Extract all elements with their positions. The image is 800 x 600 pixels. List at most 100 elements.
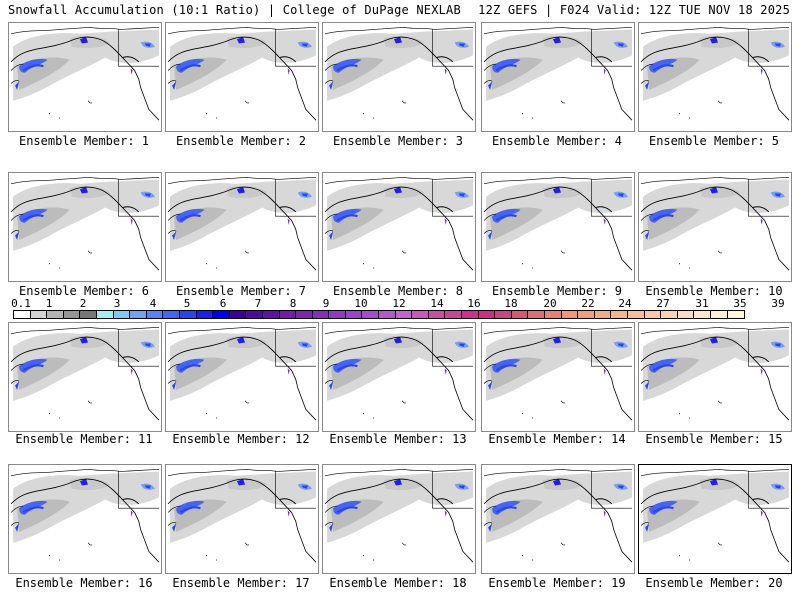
snowfall-map (482, 326, 634, 422)
ensemble-member-label: Ensemble Member: 16 (15, 576, 153, 590)
colorbar-swatch (395, 311, 413, 318)
colorbar-tick-label: 10 (354, 297, 368, 310)
colorbar-swatch (611, 311, 628, 318)
colorbar-swatch (296, 311, 313, 318)
colorbar-tick-label: 7 (254, 297, 262, 310)
model-run-info: 12Z GEFS | F024 Valid: 12Z TUE NOV 18 20… (478, 3, 790, 17)
colorbar-swatch (478, 311, 496, 318)
colorbar-tick-label: 4 (149, 297, 157, 310)
snowfall-map (166, 176, 318, 272)
ensemble-member-label: Ensemble Member: 2 (175, 134, 307, 148)
colorbar-tick-label: 20 (543, 297, 557, 310)
colorbar-swatch (412, 311, 429, 318)
colorbar-swatch (445, 311, 463, 318)
ensemble-member-label: Ensemble Member: 3 (332, 134, 464, 148)
snowfall-map (9, 468, 161, 564)
colorbar-swatch (30, 311, 48, 318)
ensemble-member-map-19 (481, 464, 635, 574)
ensemble-member-label: Ensemble Member: 13 (329, 432, 467, 446)
colorbar-swatch (661, 311, 678, 318)
colorbar-swatch (727, 311, 745, 318)
colorbar-swatch (329, 311, 346, 318)
ensemble-member-label: Ensemble Member: 5 (648, 134, 780, 148)
colorbar-swatch (561, 311, 579, 318)
colorbar-tick-label: 31 (695, 297, 709, 310)
snowfall-map (323, 468, 475, 564)
ensemble-member-label: Ensemble Member: 12 (172, 432, 310, 446)
snowfall-map (639, 468, 791, 564)
colorbar-tick-label: 27 (656, 297, 670, 310)
colorbar-swatch (495, 311, 512, 318)
colorbar-tick-label: 8 (289, 297, 297, 310)
ensemble-member-label: Ensemble Member: 7 (175, 284, 307, 298)
colorbar-tick-label: 9 (322, 297, 330, 310)
ensemble-member-label: Ensemble Member: 20 (645, 576, 783, 590)
colorbar-tick-label: 3 (113, 297, 121, 310)
ensemble-member-map-12 (165, 322, 319, 432)
colorbar-tick-label: 35 (733, 297, 747, 310)
colorbar-swatch (428, 311, 446, 318)
colorbar-tick-label: 6 (219, 297, 227, 310)
ensemble-member-label: Ensemble Member: 18 (329, 576, 467, 590)
ensemble-member-map-17 (165, 464, 319, 574)
ensemble-member-map-15 (638, 322, 792, 432)
colorbar-swatch (47, 311, 64, 318)
ensemble-member-map-8 (322, 172, 476, 282)
ensemble-member-map-16 (8, 464, 162, 574)
colorbar-swatch (362, 311, 380, 318)
colorbar-tick-labels: 0.1 1 2 3 4 5 6 7 8 9 10 12 14 16 18 20 22 24 27 31 35 39 (11, 297, 788, 310)
ensemble-member-map-2 (165, 22, 319, 132)
ensemble-member-label: Ensemble Member: 15 (645, 432, 783, 446)
colorbar-swatch (246, 311, 263, 318)
colorbar-swatch (528, 311, 545, 318)
colorbar-swatch (594, 311, 612, 318)
colorbar-swatch (345, 311, 363, 318)
snowfall-map (639, 26, 791, 122)
ensemble-member-map-10 (638, 172, 792, 282)
colorbar-swatch (379, 311, 396, 318)
colorbar-swatch (96, 311, 114, 318)
ensemble-member-map-6 (8, 172, 162, 282)
colorbar-swatch (710, 311, 728, 318)
colorbar-swatch (179, 311, 197, 318)
colorbar-swatch (677, 311, 695, 318)
snowfall-map (482, 468, 634, 564)
colorbar-swatch (63, 311, 81, 318)
colorbar-tick-label: 12 (392, 297, 406, 310)
colorbar-tick-label: 22 (581, 297, 595, 310)
colorbar-swatch (545, 311, 562, 318)
ensemble-member-label: Ensemble Member: 14 (488, 432, 626, 446)
snowfall-map (9, 176, 161, 272)
colorbar-swatch (213, 311, 230, 318)
colorbar-tick-label: 39 (771, 297, 785, 310)
snowfall-map (639, 326, 791, 422)
ensemble-member-label: Ensemble Member: 1 (18, 134, 150, 148)
snowfall-map (9, 26, 161, 122)
colorbar-tick-label: 0.1 (11, 297, 31, 310)
snowfall-map (323, 26, 475, 122)
snowfall-map (323, 326, 475, 422)
colorbar-swatch (196, 311, 214, 318)
colorbar-swatch (130, 311, 147, 318)
ensemble-member-map-3 (322, 22, 476, 132)
ensemble-member-map-13 (322, 322, 476, 432)
ensemble-member-label: Ensemble Member: 10 (645, 284, 783, 298)
colorbar-swatch (578, 311, 595, 318)
colorbar-tick-label: 16 (467, 297, 481, 310)
ensemble-member-map-9 (481, 172, 635, 282)
colorbar-swatch (80, 311, 97, 318)
colorbar-swatch (462, 311, 479, 318)
colorbar-swatch (113, 311, 131, 318)
colorbar-tick-label: 5 (183, 297, 191, 310)
ensemble-member-map-20 (638, 464, 792, 574)
ensemble-member-map-14 (481, 322, 635, 432)
colorbar-swatch (279, 311, 297, 318)
snowfall-map (323, 176, 475, 272)
colorbar-swatch (694, 311, 711, 318)
colorbar-swatch (14, 311, 31, 318)
colorbar-swatch (627, 311, 645, 318)
snowfall-map (166, 326, 318, 422)
colorbar-swatch (312, 311, 330, 318)
colorbar-swatch (511, 311, 529, 318)
colorbar-tick-label: 2 (79, 297, 87, 310)
